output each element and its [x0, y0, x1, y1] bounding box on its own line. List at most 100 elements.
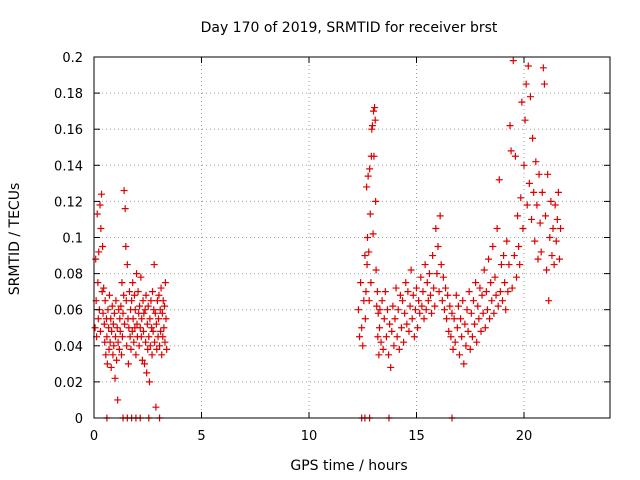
data-point: [371, 104, 379, 112]
data-point: [105, 324, 113, 332]
data-point: [502, 306, 510, 314]
x-tick-label: 15: [408, 429, 425, 444]
data-point: [454, 302, 462, 310]
data-point: [376, 324, 384, 332]
data-point: [369, 230, 377, 238]
data-point: [424, 297, 432, 305]
data-point: [392, 284, 400, 292]
data-point: [540, 80, 548, 88]
data-point: [467, 309, 475, 317]
data-point: [475, 315, 483, 323]
data-point: [363, 234, 371, 241]
data-point: [94, 279, 102, 287]
data-point: [500, 252, 508, 260]
data-point: [133, 270, 141, 278]
data-point: [426, 291, 434, 299]
data-point: [468, 333, 476, 341]
data-point: [159, 333, 167, 341]
data-point: [149, 327, 157, 335]
data-point: [118, 351, 126, 359]
data-point: [121, 320, 129, 328]
data-point: [429, 252, 437, 260]
data-point: [127, 345, 135, 353]
data-point: [461, 320, 469, 328]
data-point: [497, 261, 505, 269]
data-point: [143, 320, 151, 328]
data-point: [414, 324, 422, 332]
data-point: [421, 261, 429, 269]
data-point: [139, 297, 147, 305]
data-point: [107, 315, 115, 323]
data-point: [161, 302, 169, 310]
data-point: [505, 261, 513, 269]
data-point: [481, 324, 489, 332]
data-point: [411, 306, 419, 314]
data-point: [112, 297, 120, 305]
data-point: [136, 324, 144, 332]
data-point: [555, 255, 563, 263]
data-point: [485, 255, 493, 263]
data-point: [374, 333, 382, 341]
data-point: [531, 237, 539, 245]
data-point: [417, 273, 425, 281]
data-point: [152, 403, 160, 411]
data-point: [359, 342, 367, 350]
data-point: [423, 279, 431, 287]
data-point: [91, 324, 99, 332]
data-point: [535, 170, 543, 178]
data-point: [393, 333, 401, 341]
tick-labels: 0 5 10 15 20 0 0.02 0.04 0.06 0.08 0.1 0.12 0.14 0.16…: [54, 51, 532, 444]
data-point: [459, 297, 467, 305]
data-point: [137, 333, 145, 341]
data-point: [415, 297, 423, 305]
data-point: [141, 306, 149, 314]
data-point: [117, 302, 125, 310]
data-point: [112, 333, 119, 341]
data-point: [550, 261, 558, 269]
data-point: [124, 360, 132, 368]
data-point: [538, 188, 546, 196]
data-point: [504, 288, 512, 296]
data-point: [438, 297, 446, 305]
data-point: [125, 288, 133, 296]
data-point: [534, 255, 542, 263]
data-point: [399, 297, 407, 305]
data-point: [396, 291, 404, 299]
data-point: [138, 315, 146, 323]
data-point: [551, 201, 559, 209]
data-point: [358, 324, 366, 332]
data-point: [450, 315, 458, 323]
data-point: [471, 320, 479, 328]
data-point: [368, 125, 376, 133]
data-point: [476, 284, 484, 292]
data-point: [494, 302, 502, 310]
data-point: [383, 306, 391, 314]
data-point: [113, 324, 121, 332]
data-point: [382, 333, 390, 341]
data-point: [357, 279, 365, 287]
data-point: [403, 320, 411, 328]
data-point: [135, 342, 143, 350]
data-point: [99, 309, 107, 317]
data-point: [103, 333, 111, 341]
chart-title: Day 170 of 2019, SRMTID for receiver brs…: [201, 20, 498, 36]
data-point: [366, 210, 374, 218]
data-point: [406, 302, 414, 310]
data-point: [472, 279, 480, 287]
data-point: [100, 284, 108, 292]
data-point: [162, 315, 170, 323]
data-point: [95, 248, 103, 256]
data-point: [510, 252, 518, 260]
data-point: [143, 369, 151, 377]
data-point: [514, 212, 522, 220]
data-point: [147, 297, 155, 305]
data-point: [114, 396, 122, 404]
data-point: [443, 315, 451, 323]
data-point: [153, 345, 161, 353]
data-point: [93, 210, 101, 218]
data-point: [431, 302, 439, 310]
data-point: [404, 288, 412, 296]
data-point: [156, 342, 164, 350]
data-point: [361, 252, 369, 260]
data-point: [428, 309, 436, 317]
